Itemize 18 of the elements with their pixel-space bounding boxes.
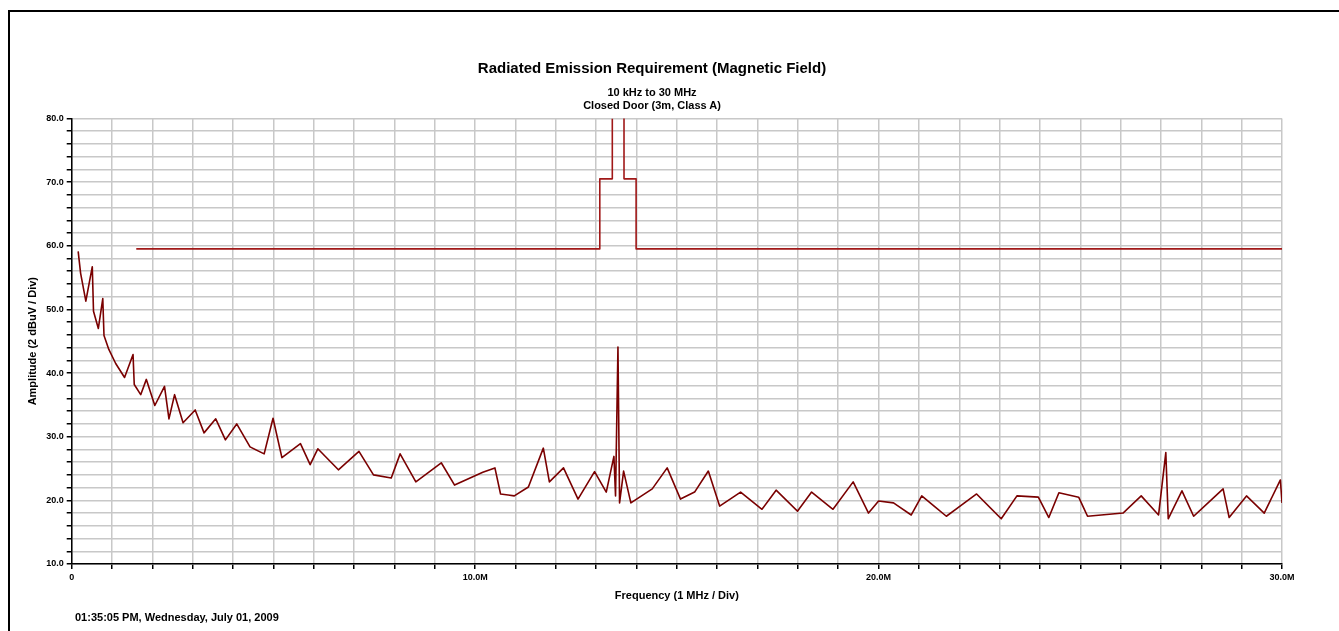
chart-title: Radiated Emission Requirement (Magnetic Field) [477, 59, 827, 77]
y-tick-label: 70.0 [46, 176, 64, 187]
x-tick-label: 20.0M [866, 571, 892, 582]
x-tick-label: 10.0M [462, 571, 488, 582]
x-tick-label: 0 [69, 571, 75, 582]
y-tick-label: 20.0 [46, 494, 64, 505]
y-tick-label: 10.0 [46, 558, 64, 569]
y-tick-label: 80.0 [46, 112, 64, 123]
chart-subtitle: 10 kHz to 30 MHz [607, 85, 698, 98]
y-tick-label: 40.0 [46, 367, 64, 378]
y-tick-label: 30.0 [46, 431, 64, 442]
y-tick-label: 50.0 [46, 303, 64, 314]
text: Closed Door (3m, Class A) [583, 98, 722, 111]
y-axis-title: Amplitude (2 dBuV / Div) [25, 276, 38, 406]
x-tick-label: 30.0M [1269, 571, 1295, 582]
x-axis-title: Frequency (1 MHz / Div) [614, 589, 740, 602]
y-tick-label: 60.0 [46, 240, 64, 251]
text: 01:35:05 PM, Wednesday, July 01, 2009 [75, 611, 279, 623]
